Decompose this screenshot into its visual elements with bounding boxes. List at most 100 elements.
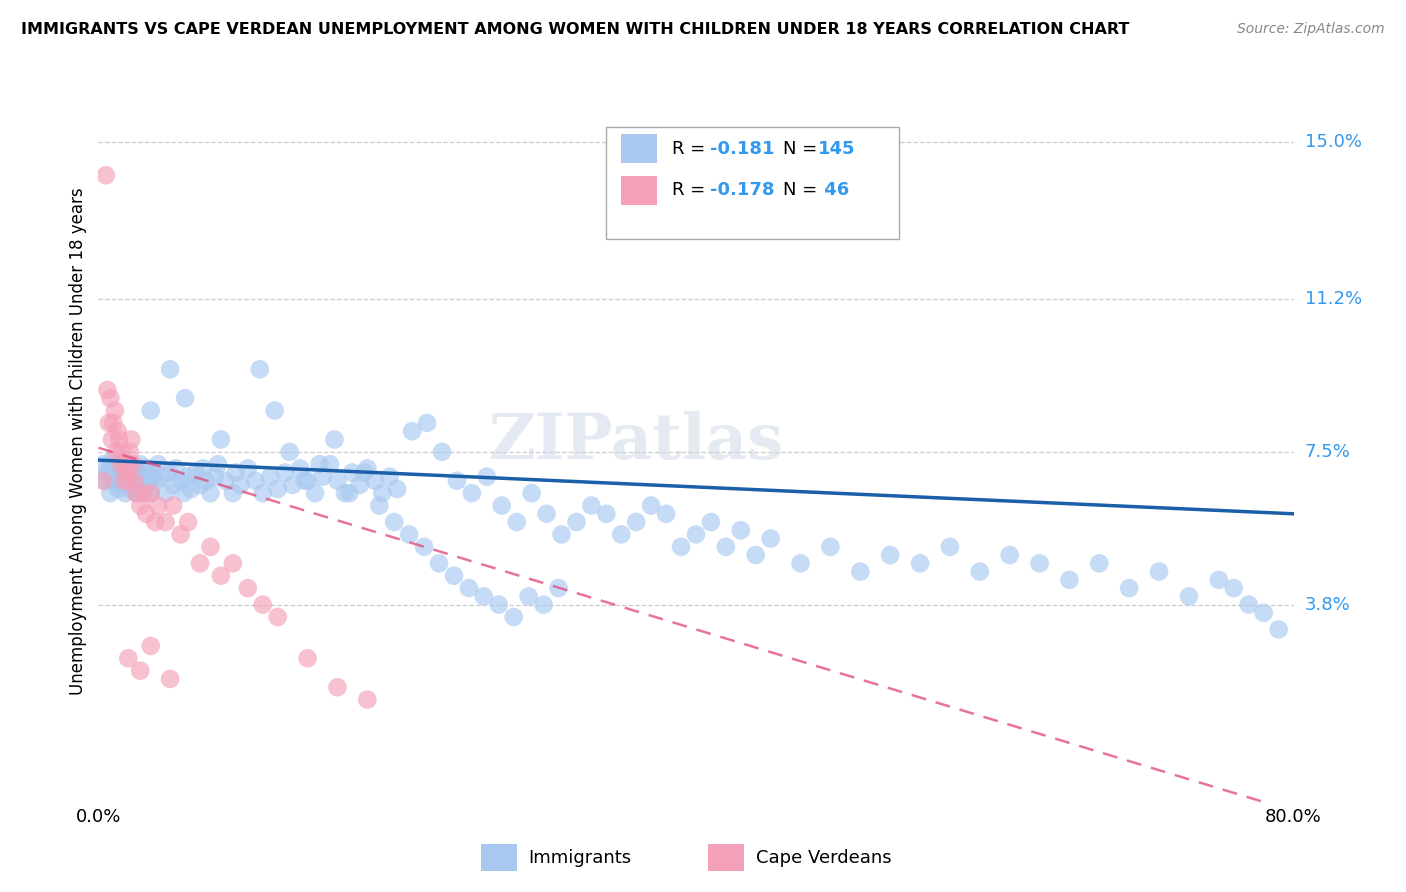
Point bbox=[249, 362, 271, 376]
Point bbox=[121, 478, 143, 492]
Point bbox=[1147, 565, 1170, 579]
Point bbox=[342, 466, 364, 480]
Bar bbox=[709, 844, 744, 871]
Point bbox=[117, 457, 139, 471]
Point bbox=[319, 457, 342, 471]
Text: 3.8%: 3.8% bbox=[1305, 596, 1350, 614]
Point bbox=[294, 474, 316, 488]
Point bbox=[97, 416, 120, 430]
Point bbox=[491, 499, 513, 513]
Point bbox=[610, 527, 633, 541]
Point bbox=[132, 486, 155, 500]
Point bbox=[700, 515, 723, 529]
Point bbox=[139, 486, 162, 500]
Point bbox=[118, 445, 141, 459]
Point bbox=[304, 486, 326, 500]
Text: 7.5%: 7.5% bbox=[1305, 442, 1351, 461]
Point bbox=[908, 557, 931, 571]
Text: 11.2%: 11.2% bbox=[1305, 290, 1362, 308]
Point bbox=[107, 482, 129, 496]
Point bbox=[135, 478, 157, 492]
Point bbox=[998, 548, 1021, 562]
Point bbox=[969, 565, 991, 579]
Point bbox=[339, 486, 361, 500]
Point bbox=[129, 457, 152, 471]
Point bbox=[236, 461, 259, 475]
Point bbox=[180, 482, 202, 496]
Point bbox=[131, 474, 153, 488]
Point bbox=[1088, 557, 1111, 571]
Point bbox=[155, 515, 177, 529]
Point bbox=[356, 692, 378, 706]
Point bbox=[472, 590, 495, 604]
Point bbox=[101, 433, 124, 447]
Point bbox=[353, 466, 375, 480]
Point bbox=[416, 416, 439, 430]
Point bbox=[356, 461, 378, 475]
Point bbox=[162, 478, 184, 492]
Text: -0.178: -0.178 bbox=[710, 181, 775, 199]
Text: Cape Verdeans: Cape Verdeans bbox=[756, 848, 891, 867]
Point bbox=[789, 557, 811, 571]
Point bbox=[443, 568, 465, 582]
Point bbox=[378, 469, 401, 483]
Point bbox=[125, 486, 148, 500]
Point bbox=[214, 474, 236, 488]
Point bbox=[1267, 623, 1289, 637]
Point bbox=[111, 461, 134, 475]
Point bbox=[115, 469, 138, 483]
Point bbox=[222, 486, 245, 500]
Point bbox=[685, 527, 707, 541]
Point bbox=[117, 474, 139, 488]
Point bbox=[159, 672, 181, 686]
Point bbox=[132, 486, 155, 500]
Point bbox=[427, 557, 450, 571]
Point bbox=[259, 469, 281, 483]
Point bbox=[124, 474, 146, 488]
Point bbox=[714, 540, 737, 554]
Point bbox=[143, 515, 166, 529]
Point bbox=[430, 445, 453, 459]
Point bbox=[101, 453, 124, 467]
Point bbox=[115, 466, 138, 480]
Point bbox=[121, 457, 143, 471]
Point bbox=[195, 474, 218, 488]
Point bbox=[267, 610, 290, 624]
Point bbox=[209, 568, 232, 582]
Text: Immigrants: Immigrants bbox=[529, 848, 631, 867]
Point bbox=[1253, 606, 1275, 620]
Point bbox=[274, 466, 297, 480]
Text: IMMIGRANTS VS CAPE VERDEAN UNEMPLOYMENT AMONG WOMEN WITH CHILDREN UNDER 18 YEARS: IMMIGRANTS VS CAPE VERDEAN UNEMPLOYMENT … bbox=[21, 22, 1129, 37]
Point bbox=[125, 461, 148, 475]
Point bbox=[446, 474, 468, 488]
Point bbox=[148, 499, 170, 513]
Point bbox=[155, 486, 177, 500]
Point bbox=[536, 507, 558, 521]
Point bbox=[188, 478, 211, 492]
Point bbox=[401, 424, 423, 438]
Point bbox=[517, 590, 540, 604]
Text: 145: 145 bbox=[818, 140, 855, 158]
Point bbox=[209, 433, 232, 447]
Bar bbox=[620, 135, 657, 163]
Point bbox=[105, 469, 128, 483]
Point bbox=[520, 486, 543, 500]
Point bbox=[308, 457, 330, 471]
Point bbox=[120, 466, 142, 480]
Point bbox=[143, 474, 166, 488]
Point bbox=[669, 540, 692, 554]
Point bbox=[96, 466, 118, 480]
Point bbox=[222, 557, 245, 571]
Point bbox=[297, 474, 319, 488]
Point bbox=[349, 478, 371, 492]
Point bbox=[127, 486, 149, 500]
Point bbox=[730, 524, 752, 538]
Point bbox=[135, 507, 157, 521]
Point bbox=[207, 457, 229, 471]
Point bbox=[200, 486, 222, 500]
Point bbox=[97, 461, 120, 475]
Point bbox=[1208, 573, 1230, 587]
Point bbox=[1178, 590, 1201, 604]
Point bbox=[550, 527, 572, 541]
Point bbox=[225, 466, 247, 480]
